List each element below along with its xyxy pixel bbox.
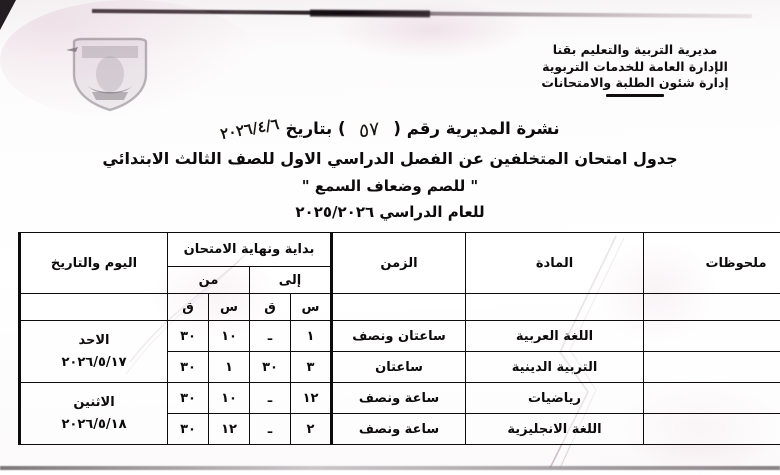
cell-to-hour: ١ [291, 321, 332, 352]
letterhead-line-general-admin: الإدارة العامة للخدمات التربوية [510, 59, 760, 76]
cell-from-minute: ٣٠ [168, 321, 209, 352]
cell-notes [644, 383, 780, 414]
cell-notes [644, 352, 780, 383]
bulletin-date: ٢٠٢٦/٤/٦ [219, 115, 281, 143]
table-body: اللغة العربية ساعتان ونصف ١ ـ ١٠ ٣٠ الاح… [20, 321, 780, 445]
header-from-hours: س [209, 294, 250, 321]
header-notes-spacer [644, 294, 780, 321]
title-block: نشرة المديرية رقم ( ٥٧ ) بتاريخ ٢٠٢٦/٤/٦… [0, 119, 780, 221]
cell-to-minute: ٣٠ [250, 352, 291, 383]
subtitle-academic-year: للعام الدراسي ٢٠٢٥/٢٠٢٦ [0, 203, 780, 221]
header-to-hours: س [291, 294, 332, 321]
cell-subject: اللغة الانجليزية [466, 414, 644, 445]
letterhead: مديرية التربية والتعليم بقنا الإدارة الع… [510, 42, 760, 97]
cell-duration: ساعة ونصف [332, 383, 466, 414]
header-duration: الزمن [332, 233, 466, 294]
cell-duration: ساعتان ونصف [332, 321, 466, 352]
bulletin-middle: ) بتاريخ [280, 119, 352, 138]
cell-to-hour: ١٢ [291, 383, 332, 414]
cell-from-hour: ١٠ [209, 383, 250, 414]
cell-to-minute: ـ [250, 383, 291, 414]
scan-corner-artifact [0, 0, 16, 30]
cell-from-minute: ٣٠ [168, 352, 209, 383]
cell-duration: ساعة ونصف [332, 414, 466, 445]
cell-to-hour: ٢ [291, 414, 332, 445]
letterhead-underline [606, 94, 664, 97]
cell-from-minute: ٣٠ [168, 414, 209, 445]
cell-notes [644, 414, 780, 445]
cell-from-minute: ٣٠ [168, 383, 209, 414]
bulletin-number-handwritten: ٥٧ [351, 116, 388, 143]
scan-bottom-edge [0, 466, 780, 470]
cell-to-minute: ـ [250, 414, 291, 445]
page-title: جدول امتحان المتخلفين عن الفصل الدراسي ا… [0, 149, 780, 168]
header-from: من [168, 267, 250, 294]
subtitle-audience: " للصم وضعاف السمع " [0, 177, 780, 195]
table-head: ملحوظات المادة الزمن بداية ونهاية الامتح… [20, 233, 780, 321]
header-duration-spacer [332, 294, 466, 321]
letterhead-line-directorate: مديرية التربية والتعليم بقنا [510, 42, 760, 59]
header-day-date: اليوم والتاريخ [20, 233, 168, 294]
scan-edge-smudge-dark [310, 10, 430, 18]
header-day-date-spacer [20, 294, 168, 321]
cell-from-hour: ١ [209, 352, 250, 383]
header-subject: المادة [466, 233, 644, 294]
header-to: إلى [250, 267, 332, 294]
letterhead-line-student-affairs: إدارة شئون الطلبة والامتحانات [510, 75, 760, 92]
cell-day-date: الاحد ٢٠٢٦/٥/١٧ [20, 321, 168, 383]
header-exam-span: بداية ونهاية الامتحان [168, 233, 332, 267]
table-row: رياضيات ساعة ونصف ١٢ ـ ١٠ ٣٠ الاثنين ٢٠٢… [20, 383, 780, 414]
republic-eagle-emblem-icon [62, 34, 158, 114]
exam-schedule-table: ملحوظات المادة الزمن بداية ونهاية الامتح… [18, 232, 780, 445]
day-date: ٢٠٢٦/٥/١٧ [24, 352, 164, 373]
day-date: ٢٠٢٦/٥/١٨ [24, 414, 164, 435]
header-to-minutes: ق [250, 294, 291, 321]
table-header-row-1: ملحوظات المادة الزمن بداية ونهاية الامتح… [20, 233, 780, 267]
bulletin-prefix: نشرة المديرية رقم ( [388, 119, 560, 138]
cell-subject: اللغة العربية [466, 321, 644, 352]
header-subject-spacer [466, 294, 644, 321]
header-notes: ملحوظات [644, 233, 780, 294]
cell-from-hour: ١٢ [209, 414, 250, 445]
cell-duration: ساعتان [332, 352, 466, 383]
cell-from-hour: ١٠ [209, 321, 250, 352]
bulletin-line: نشرة المديرية رقم ( ٥٧ ) بتاريخ ٢٠٢٦/٤/٦ [218, 119, 561, 141]
cell-to-minute: ـ [250, 321, 291, 352]
table-header-row-units: س ق س ق [20, 294, 780, 321]
cell-subject: التربية الدينية [466, 352, 644, 383]
day-name: الاحد [24, 330, 164, 351]
cell-to-hour: ٣ [291, 352, 332, 383]
cell-notes [644, 321, 780, 352]
cell-day-date: الاثنين ٢٠٢٦/٥/١٨ [20, 383, 168, 445]
cell-subject: رياضيات [466, 383, 644, 414]
day-name: الاثنين [24, 392, 164, 413]
header-from-minutes: ق [168, 294, 209, 321]
table-row: اللغة العربية ساعتان ونصف ١ ـ ١٠ ٣٠ الاح… [20, 321, 780, 352]
